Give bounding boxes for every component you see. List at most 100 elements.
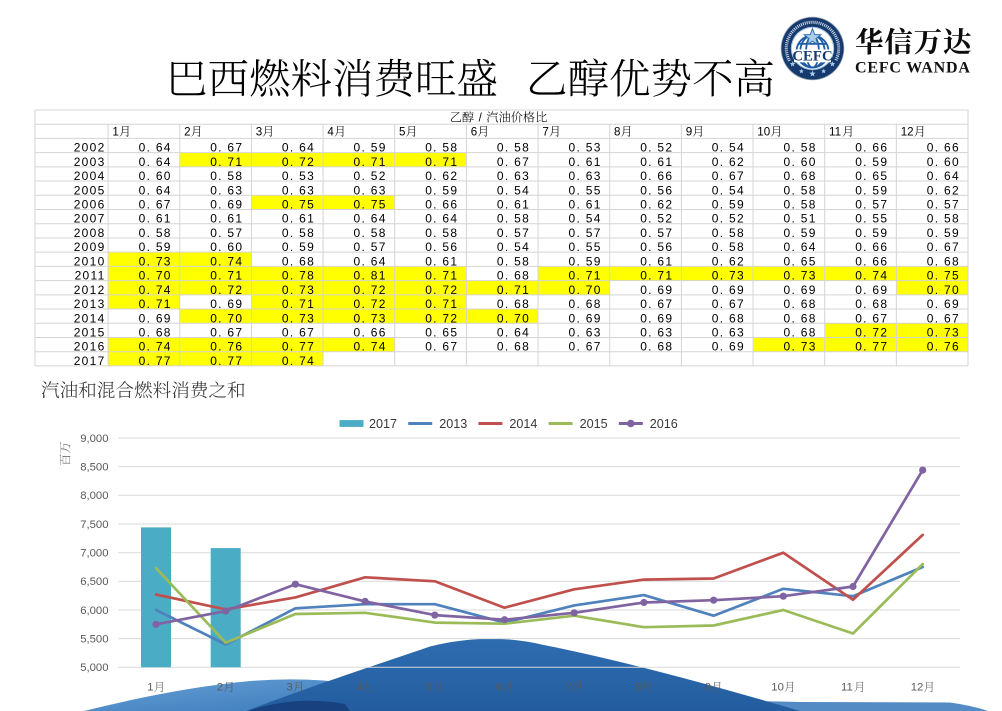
svg-text:0. 71: 0. 71	[425, 155, 458, 169]
svg-text:5: 5	[426, 682, 432, 694]
svg-text:0. 64: 0. 64	[353, 254, 386, 268]
svg-text:0. 54: 0. 54	[712, 141, 745, 155]
svg-text:0. 68: 0. 68	[282, 254, 315, 268]
svg-text:2016: 2016	[650, 417, 678, 431]
svg-text:0. 64: 0. 64	[783, 240, 816, 254]
svg-text:0. 66: 0. 66	[927, 141, 960, 155]
svg-text:5,000: 5,000	[80, 662, 108, 674]
svg-text:0. 72: 0. 72	[353, 297, 386, 311]
svg-text:0. 58: 0. 58	[712, 226, 745, 240]
svg-text:0. 68: 0. 68	[783, 311, 816, 325]
svg-text:0. 70: 0. 70	[927, 283, 960, 297]
svg-text:0. 67: 0. 67	[927, 240, 960, 254]
svg-text:0. 70: 0. 70	[497, 311, 530, 325]
svg-text:7,500: 7,500	[80, 519, 108, 531]
svg-text:0. 69: 0. 69	[783, 283, 816, 297]
svg-text:0. 64: 0. 64	[282, 141, 315, 155]
svg-text:0. 60: 0. 60	[927, 155, 960, 169]
svg-text:0. 76: 0. 76	[927, 340, 960, 354]
svg-text:0. 73: 0. 73	[353, 311, 386, 325]
svg-text:0. 58: 0. 58	[927, 212, 960, 226]
svg-text:0. 77: 0. 77	[855, 340, 888, 354]
svg-text:0. 71: 0. 71	[640, 269, 673, 283]
svg-text:0. 61: 0. 61	[282, 212, 315, 226]
svg-text:0. 75: 0. 75	[927, 269, 960, 283]
svg-text:0. 78: 0. 78	[282, 269, 315, 283]
svg-text:0. 69: 0. 69	[210, 198, 243, 212]
svg-text:0. 59: 0. 59	[712, 198, 745, 212]
svg-text:0. 72: 0. 72	[282, 155, 315, 169]
svg-text:0. 58: 0. 58	[210, 169, 243, 183]
svg-text:0. 73: 0. 73	[783, 269, 816, 283]
svg-text:0. 61: 0. 61	[425, 254, 458, 268]
svg-text:0. 69: 0. 69	[568, 311, 601, 325]
svg-text:0. 66: 0. 66	[855, 254, 888, 268]
svg-text:0. 73: 0. 73	[139, 254, 172, 268]
svg-text:3: 3	[256, 125, 262, 138]
svg-text:2012: 2012	[74, 283, 106, 297]
svg-text:0. 72: 0. 72	[425, 283, 458, 297]
svg-text:0. 68: 0. 68	[783, 169, 816, 183]
svg-text:11: 11	[829, 125, 841, 138]
svg-text:0. 67: 0. 67	[210, 141, 243, 155]
svg-text:0. 54: 0. 54	[497, 183, 530, 197]
svg-text:0. 59: 0. 59	[855, 226, 888, 240]
svg-text:CEFC: CEFC	[792, 48, 832, 64]
svg-text:0. 64: 0. 64	[139, 155, 172, 169]
svg-text:10: 10	[757, 125, 770, 138]
svg-text:0. 73: 0. 73	[282, 311, 315, 325]
svg-text:5: 5	[399, 125, 405, 138]
svg-text:0. 77: 0. 77	[282, 340, 315, 354]
svg-text:0. 62: 0. 62	[425, 169, 458, 183]
svg-text:7: 7	[542, 125, 548, 138]
svg-text:0. 64: 0. 64	[139, 141, 172, 155]
svg-text:0. 71: 0. 71	[353, 155, 386, 169]
svg-text:0. 59: 0. 59	[425, 183, 458, 197]
svg-text:9,000: 9,000	[80, 433, 108, 445]
svg-text:0. 56: 0. 56	[640, 240, 673, 254]
svg-text:0. 81: 0. 81	[353, 269, 386, 283]
svg-text:0. 58: 0. 58	[712, 240, 745, 254]
svg-text:0. 71: 0. 71	[210, 155, 243, 169]
svg-text:0. 61: 0. 61	[497, 198, 530, 212]
svg-text:2017: 2017	[74, 354, 106, 368]
svg-text:0. 54: 0. 54	[568, 212, 601, 226]
svg-text:0. 68: 0. 68	[640, 340, 673, 354]
svg-text:0. 62: 0. 62	[927, 183, 960, 197]
svg-text:0. 67: 0. 67	[712, 297, 745, 311]
svg-text:0. 67: 0. 67	[855, 311, 888, 325]
svg-text:0. 64: 0. 64	[497, 326, 530, 340]
svg-text:0. 69: 0. 69	[210, 297, 243, 311]
svg-text:0. 58: 0. 58	[497, 212, 530, 226]
svg-text:2005: 2005	[74, 183, 106, 197]
svg-text:0. 72: 0. 72	[425, 311, 458, 325]
svg-text:7: 7	[565, 682, 571, 694]
svg-text:0. 55: 0. 55	[855, 212, 888, 226]
svg-text:0. 65: 0. 65	[855, 169, 888, 183]
svg-text:0. 58: 0. 58	[425, 141, 458, 155]
svg-text:0. 61: 0. 61	[568, 155, 601, 169]
svg-text:1: 1	[112, 125, 118, 138]
svg-text:0. 61: 0. 61	[210, 212, 243, 226]
svg-text:0. 55: 0. 55	[568, 240, 601, 254]
svg-text:0. 74: 0. 74	[210, 254, 243, 268]
svg-text:0. 54: 0. 54	[497, 240, 530, 254]
svg-text:0. 65: 0. 65	[783, 254, 816, 268]
svg-text:0. 63: 0. 63	[568, 326, 601, 340]
svg-text:0. 66: 0. 66	[425, 198, 458, 212]
svg-text:0. 68: 0. 68	[139, 326, 172, 340]
svg-text:0. 68: 0. 68	[855, 297, 888, 311]
svg-text:0. 64: 0. 64	[139, 183, 172, 197]
svg-text:0. 59: 0. 59	[282, 240, 315, 254]
svg-text:4: 4	[356, 682, 362, 694]
svg-text:0. 69: 0. 69	[855, 283, 888, 297]
svg-text:0. 61: 0. 61	[640, 155, 673, 169]
svg-text:0. 62: 0. 62	[712, 155, 745, 169]
svg-text:2004: 2004	[74, 169, 106, 183]
svg-text:0. 57: 0. 57	[640, 226, 673, 240]
svg-text:0. 72: 0. 72	[210, 283, 243, 297]
svg-text:0. 67: 0. 67	[568, 340, 601, 354]
svg-text:0. 74: 0. 74	[139, 340, 172, 354]
svg-text:0. 58: 0. 58	[497, 141, 530, 155]
svg-text:0. 59: 0. 59	[783, 226, 816, 240]
